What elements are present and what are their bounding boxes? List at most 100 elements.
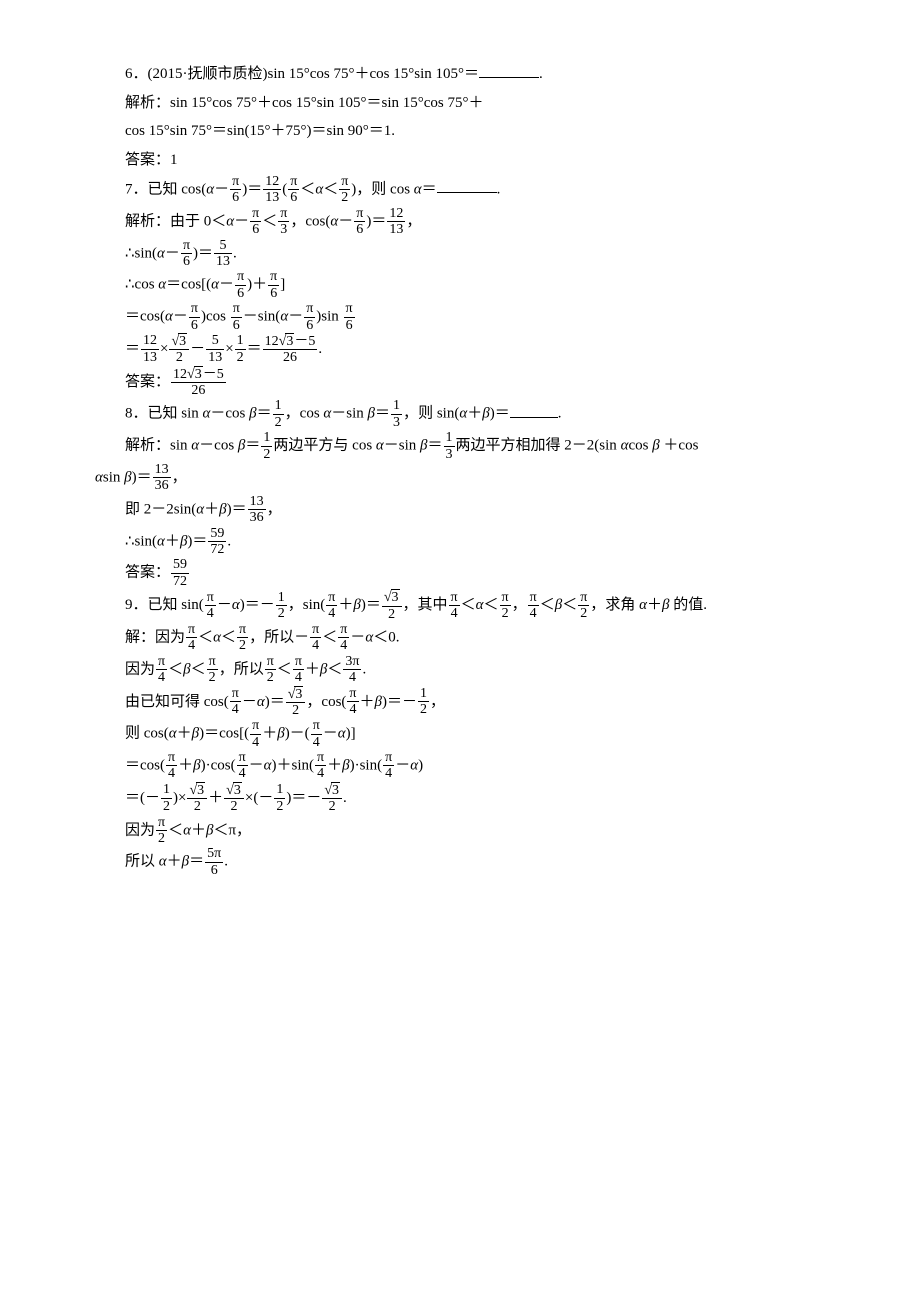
q9-sol-1: 解：因为π4＜α＜π2，所以－π4＜π4－α＜0. xyxy=(95,622,825,654)
lt: ＜ xyxy=(221,629,236,645)
text: 两边平方与 cos xyxy=(273,438,376,454)
frac: 13 xyxy=(391,398,402,430)
text: 的值. xyxy=(669,597,707,613)
eq: ＝ xyxy=(245,438,260,454)
text: 其中 xyxy=(418,597,448,613)
text: 即 2－2sin( xyxy=(125,501,196,517)
text: )＋sin( xyxy=(272,757,315,773)
beta: β xyxy=(219,501,226,517)
text: ∴cos xyxy=(125,277,158,293)
eq: )＝－ xyxy=(240,597,275,613)
frac: 3π4 xyxy=(343,654,361,686)
text: sin xyxy=(103,469,124,485)
frac: π4 xyxy=(338,622,349,654)
frac: π6 xyxy=(250,206,261,238)
frac: π2 xyxy=(207,654,218,686)
lt: ＜ xyxy=(323,181,338,197)
comma: ， xyxy=(403,406,418,422)
plus: ＋ xyxy=(252,277,267,293)
beta: β xyxy=(353,597,360,613)
beta: β xyxy=(652,438,659,454)
alpha: α xyxy=(183,822,191,838)
times: × xyxy=(245,790,253,806)
frac: π4 xyxy=(383,750,394,782)
comma: ， xyxy=(590,597,605,613)
frac-12-13: 1213 xyxy=(263,174,281,206)
solution-label: 解析： xyxy=(125,438,170,454)
text: ＝cos( xyxy=(125,757,165,773)
rbracket: ] xyxy=(280,277,285,293)
frac: π2 xyxy=(578,590,589,622)
comma: ， xyxy=(403,597,418,613)
frac: π6 xyxy=(344,301,355,333)
alpha: α xyxy=(159,854,167,870)
times: × xyxy=(178,790,186,806)
dot: . xyxy=(233,245,237,261)
frac: π2 xyxy=(265,654,276,686)
text: 所以 xyxy=(234,661,264,677)
frac: π4 xyxy=(250,718,261,750)
frac-final: 12√3－526 xyxy=(171,366,226,399)
plus: ＋ xyxy=(191,822,206,838)
frac: π4 xyxy=(230,686,241,718)
alpha: α xyxy=(213,629,221,645)
text: 因为 xyxy=(125,822,155,838)
frac: √32 xyxy=(322,782,342,815)
q7-question: 7．已知 cos(α－π6)＝1213(π6＜α＜π2)，则 cos α＝. xyxy=(95,174,825,206)
lt: ＜ xyxy=(484,597,499,613)
text: ＝cos( xyxy=(125,308,165,324)
frac: 12 xyxy=(161,782,172,814)
lt: ＜ xyxy=(277,661,292,677)
q6-sol-2: cos 15°sin 75°＝sin(15°＋75°)＝sin 90°＝1. xyxy=(95,117,825,146)
plus: ＋ xyxy=(177,726,192,742)
alpha: α xyxy=(206,181,214,197)
alpha: α xyxy=(158,277,166,293)
lt: ＜ xyxy=(461,597,476,613)
lt: ＜ xyxy=(322,629,337,645)
text: －sin( xyxy=(243,308,281,324)
text: －sin xyxy=(331,406,367,422)
lparen: ( xyxy=(282,181,287,197)
text: 8．已知 sin xyxy=(125,406,203,422)
rparen: )， xyxy=(351,181,371,197)
frac: π4 xyxy=(205,590,216,622)
alpha: α xyxy=(211,277,219,293)
alpha: α xyxy=(476,597,484,613)
frac: √32 xyxy=(286,686,306,719)
q6-sol-1: 解析：sin 15°cos 75°＋cos 15°sin 105°＝sin 15… xyxy=(95,89,825,118)
beta: β xyxy=(342,757,349,773)
lt: ＜ xyxy=(327,661,342,677)
frac: 12 xyxy=(261,430,272,462)
text: －cos xyxy=(210,406,249,422)
alpha: α xyxy=(157,245,165,261)
plus: ＋ xyxy=(165,533,180,549)
minus: － xyxy=(190,341,205,357)
plus: ＋ xyxy=(178,757,193,773)
frac: π6 xyxy=(189,301,200,333)
frac: π6 xyxy=(235,269,246,301)
text: cos xyxy=(300,406,324,422)
eq: )＝ xyxy=(187,533,207,549)
text: 所以－ xyxy=(264,629,309,645)
text: 7．已知 cos( xyxy=(125,181,206,197)
answer-value: 1 xyxy=(170,152,178,168)
text: 则 cos( xyxy=(125,726,169,742)
text: )cos xyxy=(201,308,230,324)
frac: π2 xyxy=(156,815,167,847)
times: × xyxy=(160,341,168,357)
q7-sol-1: 解析：由于 0＜α－π6＜π3，cos(α－π6)＝1213， xyxy=(95,206,825,238)
text: 因为 xyxy=(155,629,185,645)
alpha: α xyxy=(226,213,234,229)
frac: π3 xyxy=(278,206,289,238)
alpha: α xyxy=(95,469,103,485)
text: －cos xyxy=(199,438,238,454)
q9-sol-5: ＝cos(π4＋β)·cos(π4－α)＋sin(π4＋β)·sin(π4－α) xyxy=(95,750,825,782)
frac: π2 xyxy=(339,174,350,206)
lt: ＜ xyxy=(540,597,555,613)
alpha: α xyxy=(165,308,173,324)
lt: ＜ xyxy=(168,822,183,838)
alpha: α xyxy=(410,757,418,773)
alpha: α xyxy=(315,181,323,197)
frac: π4 xyxy=(293,654,304,686)
text: )·sin( xyxy=(350,757,383,773)
